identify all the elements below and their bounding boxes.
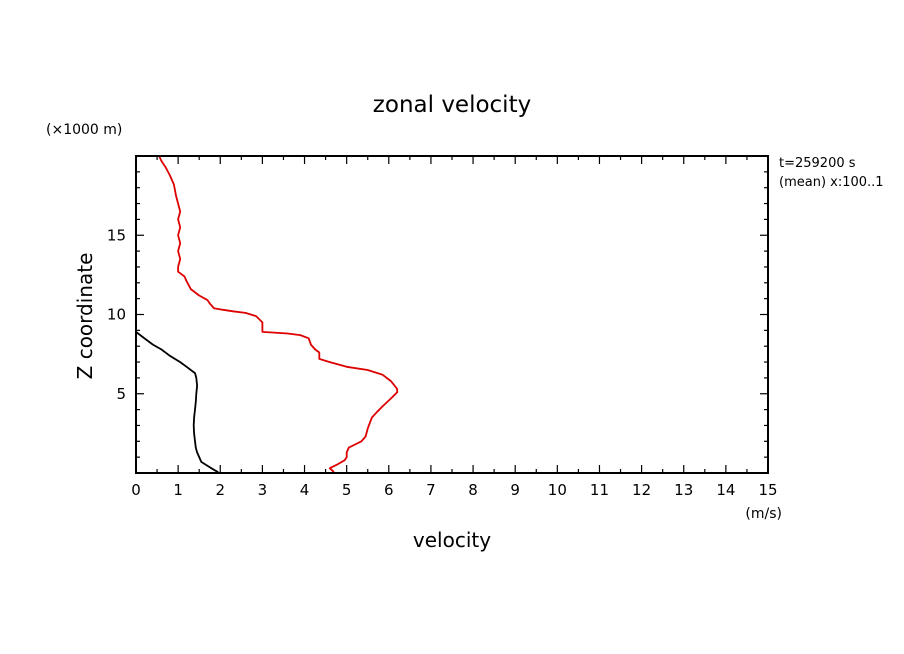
- x-tick-label: 1: [173, 481, 183, 499]
- series-line-2: [158, 155, 399, 473]
- x-tick-label: 4: [300, 481, 310, 499]
- x-axis-unit: (m/s): [745, 506, 782, 522]
- y-tick-label: 10: [107, 306, 126, 324]
- x-tick-label: 10: [548, 481, 567, 499]
- x-tick-label: 6: [384, 481, 394, 499]
- y-axis-unit: (×1000 m): [46, 122, 122, 138]
- x-tick-label: 0: [131, 481, 141, 499]
- x-tick-label: 13: [674, 481, 693, 499]
- x-tick-label: 11: [590, 481, 609, 499]
- x-axis-label: velocity: [413, 528, 491, 552]
- x-tick-label: 8: [468, 481, 478, 499]
- time-annotation: t=259200 s: [779, 156, 856, 171]
- x-tick-label: 3: [258, 481, 268, 499]
- x-tick-label: 14: [716, 481, 735, 499]
- x-tick-label: 2: [215, 481, 225, 499]
- chart-title: zonal velocity: [373, 92, 531, 118]
- x-tick-label: 9: [510, 481, 520, 499]
- y-tick-label: 5: [116, 385, 126, 403]
- y-tick-label: 15: [107, 226, 126, 244]
- x-tick-label: 12: [632, 481, 651, 499]
- y-axis-label: Z coordinate: [73, 253, 97, 380]
- mean-annotation: (mean) x:100..1: [779, 175, 884, 190]
- x-tick-label: 15: [758, 481, 777, 499]
- series-layer: [135, 155, 399, 473]
- series-line-1: [135, 331, 219, 473]
- plot-frame: [135, 155, 769, 474]
- x-tick-label: 7: [426, 481, 436, 499]
- x-tick-label: 5: [342, 481, 352, 499]
